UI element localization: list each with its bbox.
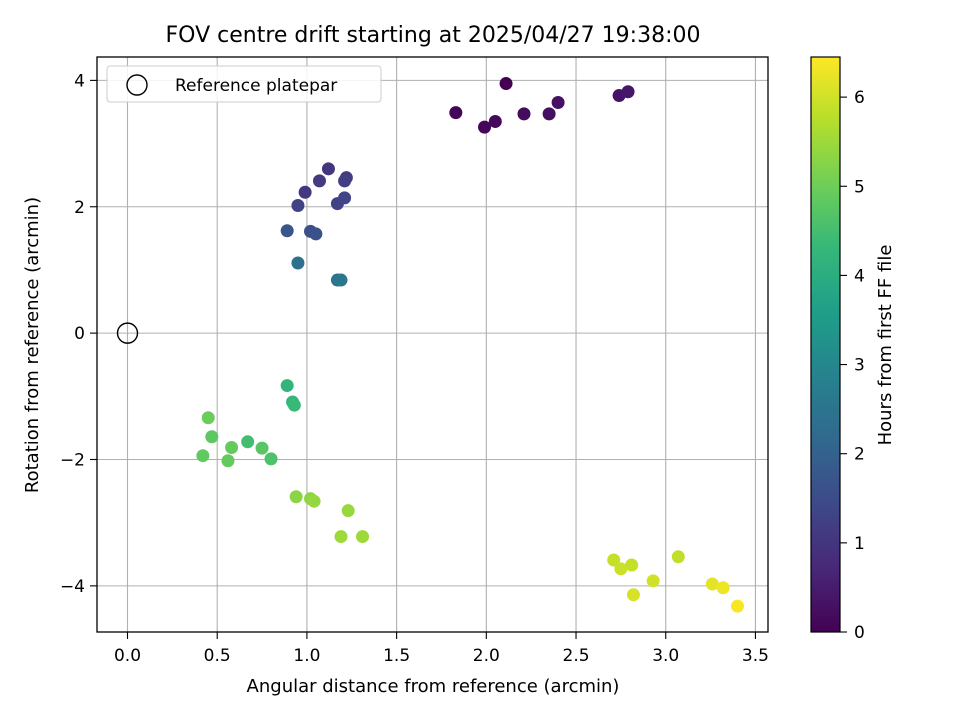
x-tick-label: 2.5: [563, 646, 590, 666]
data-point: [255, 441, 269, 455]
data-points: [196, 77, 744, 613]
x-tick-label: 3.0: [652, 646, 679, 666]
data-point: [449, 106, 463, 120]
colorbar-tick-label: 1: [854, 534, 865, 554]
x-tick-label: 3.5: [742, 646, 769, 666]
data-point: [705, 577, 719, 591]
data-point: [205, 430, 219, 444]
x-axis-ticks: 0.0 0.5 1.0 1.5 2.0 2.5 3.0 3.5: [114, 632, 769, 666]
data-point: [221, 454, 235, 468]
data-point: [607, 553, 621, 567]
data-point: [321, 162, 335, 176]
data-point: [196, 449, 210, 463]
data-point: [280, 224, 294, 238]
y-tick-label: 4: [74, 71, 85, 91]
y-tick-label: 0: [74, 324, 85, 344]
data-point: [291, 198, 305, 212]
data-point: [716, 581, 730, 595]
data-point: [291, 256, 305, 270]
colorbar-ticks: 0 1 2 3 4 5 6: [840, 88, 865, 643]
y-axis-ticks: −4 −2 0 2 4: [60, 71, 97, 597]
data-point: [225, 440, 239, 454]
colorbar-tick-label: 6: [854, 88, 865, 108]
data-point: [646, 574, 660, 588]
reference-marker-layer: [116, 322, 139, 344]
x-tick-label: 2.0: [473, 646, 500, 666]
data-point: [341, 504, 355, 518]
data-point: [621, 85, 635, 99]
x-tick-label: 1.5: [383, 646, 410, 666]
data-point: [280, 379, 294, 393]
data-point: [287, 398, 301, 412]
colorbar-tick-label: 0: [854, 623, 865, 643]
colorbar: [810, 56, 841, 633]
data-point: [517, 107, 531, 121]
colorbar-tick-label: 5: [854, 177, 865, 197]
legend: Reference platepar: [106, 65, 382, 103]
data-point: [356, 530, 370, 544]
data-point: [241, 435, 255, 449]
data-point: [671, 550, 685, 564]
data-point: [626, 588, 640, 602]
legend-reference-marker-icon: [126, 74, 148, 96]
x-axis-label: Angular distance from reference (arcmin): [247, 676, 620, 697]
colorbar-tick-label: 2: [854, 445, 865, 465]
y-tick-label: −4: [60, 577, 85, 597]
data-point: [338, 174, 352, 188]
y-tick-label: 2: [74, 198, 85, 218]
x-tick-label: 0.0: [114, 646, 141, 666]
data-point: [488, 114, 502, 128]
data-point: [551, 95, 565, 109]
data-point: [731, 599, 744, 613]
legend-entry-reference: Reference platepar: [175, 76, 337, 96]
chart-title: FOV centre drift starting at 2025/04/27 …: [166, 23, 701, 48]
data-point: [307, 494, 321, 508]
x-tick-label: 1.0: [293, 646, 320, 666]
legend-box: [106, 65, 382, 103]
data-point: [542, 107, 556, 121]
data-point: [478, 120, 492, 134]
data-point: [312, 174, 326, 188]
y-tick-label: −2: [60, 451, 85, 471]
data-point: [338, 191, 352, 205]
data-point: [625, 558, 639, 572]
data-point: [499, 77, 513, 91]
colorbar-tick-label: 3: [854, 356, 865, 376]
data-point: [289, 490, 303, 504]
y-axis-label: Rotation from reference (arcmin): [22, 197, 43, 493]
data-point: [201, 411, 215, 425]
plot-frame: [96, 56, 769, 633]
colorbar-label: Hours from first FF file: [875, 245, 896, 446]
data-point: [264, 452, 278, 466]
grid-lines: [97, 57, 768, 632]
data-point: [614, 562, 628, 576]
colorbar-tick-label: 4: [854, 266, 865, 286]
data-point: [298, 185, 312, 199]
reference-platepar-marker: [116, 322, 139, 344]
x-tick-label: 0.5: [204, 646, 231, 666]
data-point: [309, 227, 323, 241]
data-point: [334, 273, 348, 287]
data-point: [334, 530, 348, 544]
